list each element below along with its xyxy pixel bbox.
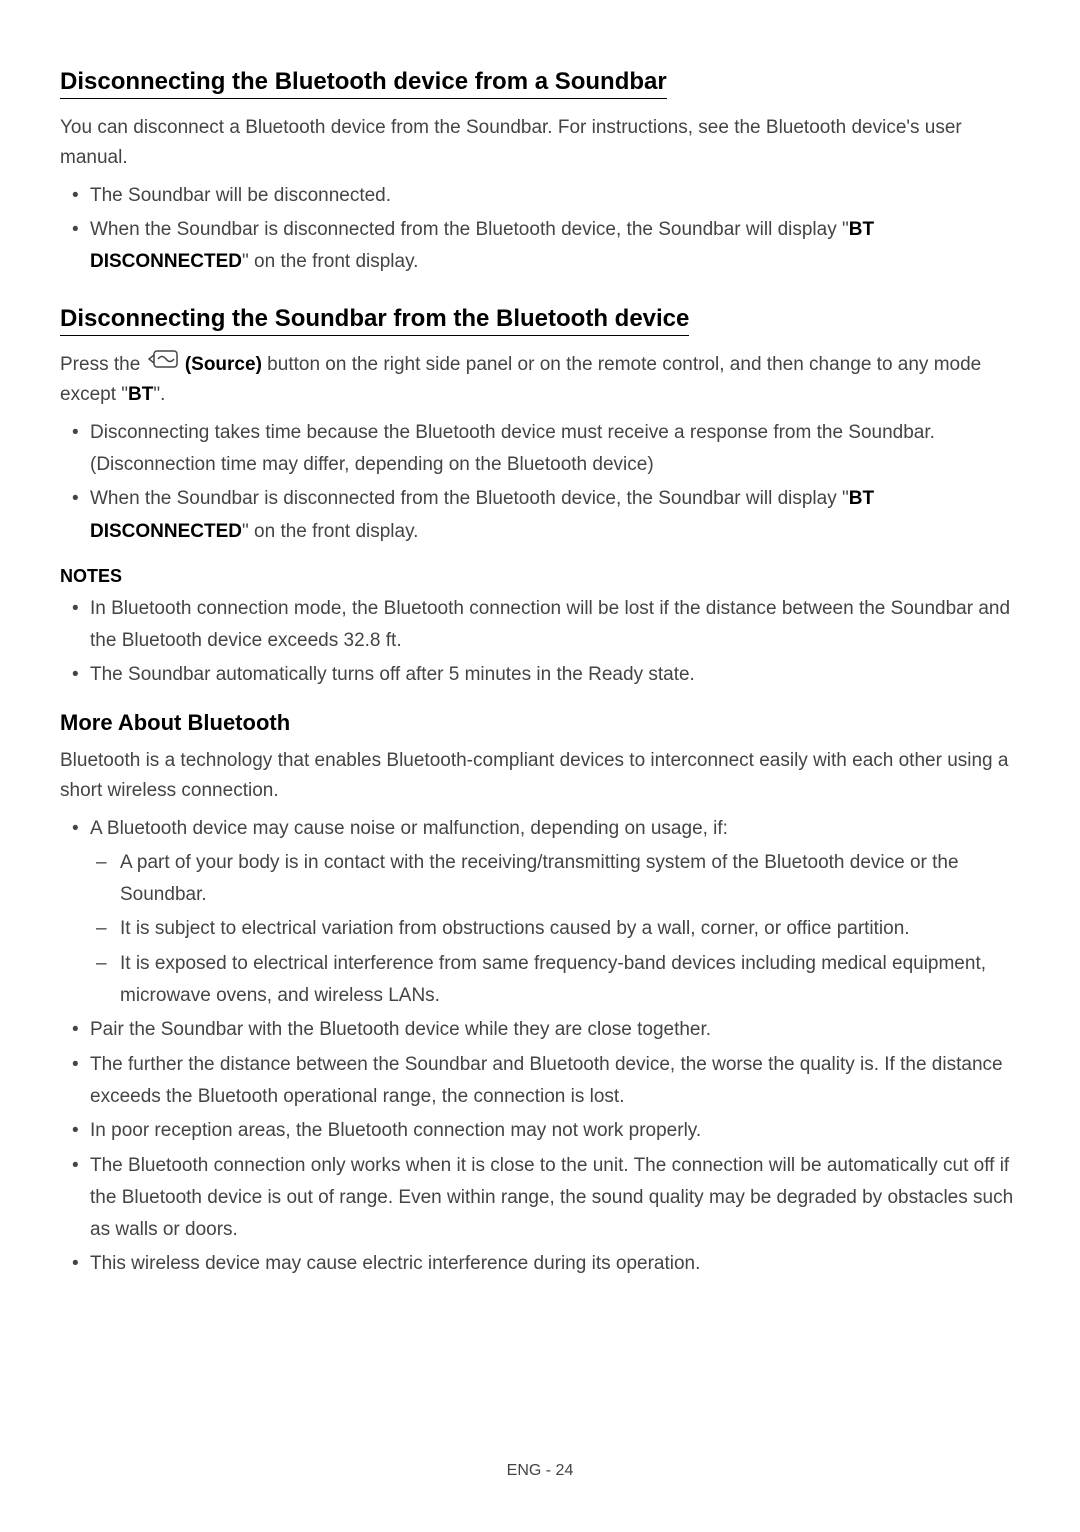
heading-disconnect-device: Disconnecting the Bluetooth device from …	[60, 68, 667, 99]
list-item: Pair the Soundbar with the Bluetooth dev…	[90, 1014, 1020, 1046]
bullet-text: In poor reception areas, the Bluetooth c…	[90, 1120, 701, 1141]
list-item: When the Soundbar is disconnected from t…	[90, 483, 1020, 548]
bullet-text: When the Soundbar is disconnected from t…	[90, 488, 849, 509]
list-item: In poor reception areas, the Bluetooth c…	[90, 1115, 1020, 1147]
bullet-text: The further the distance between the Sou…	[90, 1054, 1003, 1107]
list-item: It is subject to electrical variation fr…	[120, 913, 1020, 945]
dash-text: A part of your body is in contact with t…	[120, 852, 959, 905]
bullet-text: " on the front display.	[242, 251, 418, 272]
page-footer: ENG - 24	[0, 1462, 1080, 1480]
bullet-text: In Bluetooth connection mode, the Blueto…	[90, 598, 1010, 651]
bullet-text: Disconnecting takes time because the Blu…	[90, 422, 935, 475]
section-more-about-bt: More About Bluetooth Bluetooth is a tech…	[60, 710, 1020, 1281]
bullet-list-2: Disconnecting takes time because the Blu…	[60, 417, 1020, 548]
bullet-text: The Soundbar will be disconnected.	[90, 185, 391, 206]
list-item: It is exposed to electrical interference…	[120, 948, 1020, 1013]
list-item: The Bluetooth connection only works when…	[90, 1150, 1020, 1247]
dash-text: It is exposed to electrical interference…	[120, 953, 986, 1006]
list-item: In Bluetooth connection mode, the Blueto…	[90, 593, 1020, 658]
bullet-text: When the Soundbar is disconnected from t…	[90, 219, 849, 240]
list-item: When the Soundbar is disconnected from t…	[90, 214, 1020, 279]
section-disconnect-device: Disconnecting the Bluetooth device from …	[60, 60, 1020, 279]
heading-more-about: More About Bluetooth	[60, 710, 1020, 736]
bullet-text: The Bluetooth connection only works when…	[90, 1155, 1013, 1241]
dash-list: A part of your body is in contact with t…	[90, 847, 1020, 1012]
list-item: A Bluetooth device may cause noise or ma…	[90, 813, 1020, 1013]
list-item: The Soundbar automatically turns off aft…	[90, 659, 1020, 691]
intro-text-2: Press the (Source) button on the right s…	[60, 350, 1020, 411]
text-fragment: Press the	[60, 354, 146, 375]
list-item: The further the distance between the Sou…	[90, 1049, 1020, 1114]
list-item: A part of your body is in contact with t…	[120, 847, 1020, 912]
bold-text: BT	[128, 384, 153, 405]
notes-list: In Bluetooth connection mode, the Blueto…	[60, 593, 1020, 692]
text-fragment: ".	[153, 384, 165, 405]
list-item: Disconnecting takes time because the Blu…	[90, 417, 1020, 482]
bullet-text: This wireless device may cause electric …	[90, 1253, 700, 1274]
intro-text-3: Bluetooth is a technology that enables B…	[60, 746, 1020, 807]
bullet-text: A Bluetooth device may cause noise or ma…	[90, 818, 728, 839]
dash-text: It is subject to electrical variation fr…	[120, 918, 910, 939]
source-icon	[148, 348, 178, 378]
list-item: This wireless device may cause electric …	[90, 1248, 1020, 1280]
bullet-list-1: The Soundbar will be disconnected. When …	[60, 180, 1020, 279]
heading-disconnect-soundbar: Disconnecting the Soundbar from the Blue…	[60, 305, 689, 336]
bold-text: (Source)	[180, 354, 262, 375]
notes-heading: NOTES	[60, 566, 1020, 587]
list-item: The Soundbar will be disconnected.	[90, 180, 1020, 212]
intro-text-1: You can disconnect a Bluetooth device fr…	[60, 113, 1020, 174]
section-disconnect-soundbar: Disconnecting the Soundbar from the Blue…	[60, 297, 1020, 692]
bullet-text: Pair the Soundbar with the Bluetooth dev…	[90, 1019, 711, 1040]
bullet-text: The Soundbar automatically turns off aft…	[90, 664, 695, 685]
bullet-list-3: A Bluetooth device may cause noise or ma…	[60, 813, 1020, 1281]
bullet-text: " on the front display.	[242, 521, 418, 542]
